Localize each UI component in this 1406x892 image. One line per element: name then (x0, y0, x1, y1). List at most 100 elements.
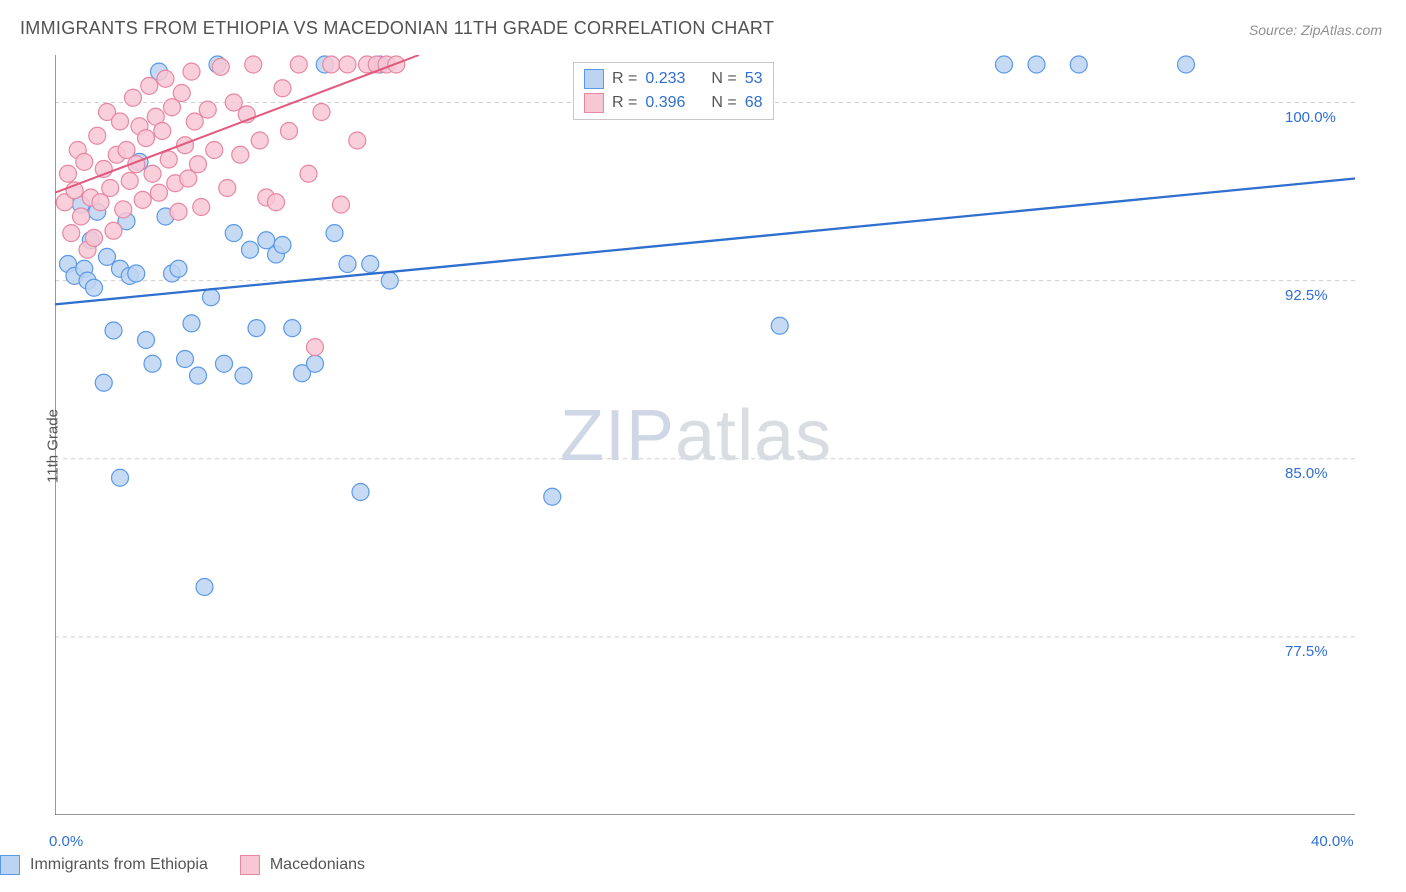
data-point (212, 58, 229, 75)
scatter-plot (55, 55, 1355, 815)
data-point (105, 222, 122, 239)
data-point (339, 56, 356, 73)
data-point (170, 260, 187, 277)
legend-series: Immigrants from EthiopiaMacedonians (0, 855, 387, 875)
legend-r-label: R = (612, 94, 637, 112)
data-point (160, 151, 177, 168)
data-point (86, 229, 103, 246)
y-tick-label: 100.0% (1285, 109, 1336, 126)
data-point (89, 127, 106, 144)
legend-correlation-row: R =0.396N =68 (584, 91, 763, 115)
data-point (544, 488, 561, 505)
data-point (381, 272, 398, 289)
x-tick-label: 0.0% (49, 833, 83, 850)
data-point (225, 94, 242, 111)
data-point (154, 123, 171, 140)
data-point (284, 320, 301, 337)
data-point (112, 113, 129, 130)
data-point (105, 322, 122, 339)
data-point (242, 241, 259, 258)
legend-swatch (240, 855, 260, 875)
data-point (1178, 56, 1195, 73)
data-point (112, 469, 129, 486)
y-tick-label: 85.0% (1285, 465, 1328, 482)
data-point (235, 367, 252, 384)
data-point (1070, 56, 1087, 73)
data-point (219, 180, 236, 197)
data-point (157, 70, 174, 87)
data-point (102, 180, 119, 197)
data-point (86, 279, 103, 296)
legend-correlation-row: R = 0.233 N = 53 (584, 67, 763, 91)
data-point (281, 123, 298, 140)
data-point (138, 332, 155, 349)
data-point (193, 199, 210, 216)
data-point (76, 153, 93, 170)
data-point (203, 289, 220, 306)
data-point (177, 351, 194, 368)
data-point (352, 484, 369, 501)
data-point (274, 80, 291, 97)
data-point (307, 339, 324, 356)
data-point (63, 225, 80, 242)
legend-r-value: 0.396 (645, 94, 685, 112)
data-point (170, 203, 187, 220)
data-point (248, 320, 265, 337)
legend-swatch (584, 93, 604, 113)
data-point (128, 265, 145, 282)
data-point (118, 142, 135, 159)
data-point (144, 165, 161, 182)
data-point (121, 172, 138, 189)
data-point (144, 355, 161, 372)
data-point (339, 256, 356, 273)
data-point (190, 156, 207, 173)
data-point (92, 194, 109, 211)
data-point (268, 194, 285, 211)
data-point (771, 317, 788, 334)
data-point (251, 132, 268, 149)
data-point (141, 77, 158, 94)
y-tick-label: 92.5% (1285, 287, 1328, 304)
data-point (173, 85, 190, 102)
data-point (225, 225, 242, 242)
trend-line (55, 55, 419, 193)
data-point (134, 191, 151, 208)
data-point (333, 196, 350, 213)
data-point (323, 56, 340, 73)
data-point (95, 374, 112, 391)
data-point (216, 355, 233, 372)
data-point (307, 355, 324, 372)
legend-r-value: 0.233 (645, 70, 685, 88)
data-point (60, 165, 77, 182)
data-point (1028, 56, 1045, 73)
data-point (183, 63, 200, 80)
legend-n-value: 68 (745, 94, 763, 112)
data-point (206, 142, 223, 159)
legend-n-label: N = (711, 70, 736, 88)
data-point (196, 579, 213, 596)
data-point (164, 99, 181, 116)
legend-swatch (584, 69, 604, 89)
legend-r-label: R = (612, 70, 637, 88)
data-point (151, 184, 168, 201)
data-point (326, 225, 343, 242)
data-point (274, 237, 291, 254)
data-point (190, 367, 207, 384)
x-tick-label: 40.0% (1311, 833, 1354, 850)
data-point (115, 201, 132, 218)
data-point (996, 56, 1013, 73)
legend-series-label: Macedonians (270, 856, 365, 874)
data-point (73, 208, 90, 225)
data-point (300, 165, 317, 182)
legend-correlation-box: R =0.233N =53R =0.396N =68 (573, 62, 774, 120)
data-point (258, 232, 275, 249)
data-point (199, 101, 216, 118)
data-point (99, 248, 116, 265)
legend-n-value: 53 (745, 70, 763, 88)
y-tick-label: 77.5% (1285, 643, 1328, 660)
source-label: Source: ZipAtlas.com (1249, 22, 1382, 38)
chart-title: IMMIGRANTS FROM ETHIOPIA VS MACEDONIAN 1… (20, 18, 774, 39)
legend-swatch (0, 855, 20, 875)
data-point (138, 130, 155, 147)
data-point (362, 256, 379, 273)
